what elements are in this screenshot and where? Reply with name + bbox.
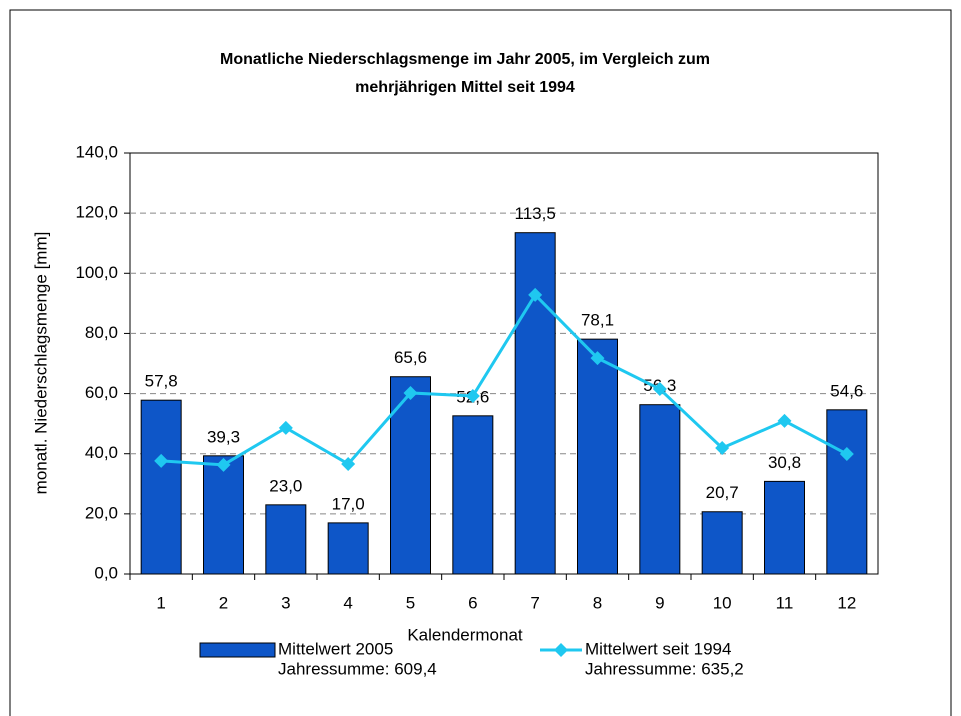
marker <box>154 453 169 468</box>
x-tick-label: 7 <box>530 593 539 612</box>
line <box>161 292 848 467</box>
x-tick-label: 1 <box>156 593 165 612</box>
y-tick-label: 60,0 <box>85 383 118 402</box>
bar <box>639 404 681 575</box>
bar <box>826 409 868 575</box>
y-axis-label: monatl. Niederschlagsmenge [mm] <box>31 232 50 495</box>
marker <box>652 382 667 397</box>
y-tick-label: 100,0 <box>75 263 118 282</box>
x-tick-label: 4 <box>343 593 352 612</box>
bar <box>265 504 307 575</box>
bar <box>390 376 431 575</box>
bar <box>514 232 556 575</box>
marker <box>403 385 418 400</box>
bar <box>203 455 244 575</box>
legend-label: Mittelwert 2005 <box>278 639 393 658</box>
marker <box>216 457 231 472</box>
marker <box>715 441 730 456</box>
bar <box>140 399 182 575</box>
marker <box>590 351 605 366</box>
marker <box>465 388 480 403</box>
marker <box>839 447 854 462</box>
bar <box>577 338 618 575</box>
y-tick-label: 80,0 <box>85 323 118 342</box>
data-label: 57,8 <box>145 372 178 391</box>
legend-marker <box>554 643 568 657</box>
y-tick-label: 40,0 <box>85 443 118 462</box>
marker <box>341 456 356 471</box>
data-label: 39,3 <box>207 427 240 446</box>
x-tick-label: 11 <box>776 593 794 612</box>
bar <box>452 415 494 575</box>
y-tick-label: 140,0 <box>75 142 118 161</box>
chart-title: mehrjährigen Mittel seit 1994 <box>355 79 575 96</box>
marker <box>528 287 543 302</box>
x-axis-label: Kalendermonat <box>407 625 523 644</box>
x-tick-label: 9 <box>655 593 664 612</box>
marker <box>278 420 293 435</box>
marker <box>777 413 792 428</box>
x-tick-label: 6 <box>468 593 477 612</box>
legend-swatch <box>199 642 276 658</box>
y-tick-label: 0,0 <box>94 563 118 582</box>
data-label: 17,0 <box>332 494 365 513</box>
x-tick-label: 12 <box>837 593 856 612</box>
x-tick-label: 10 <box>713 593 732 612</box>
chart-title: Monatliche Niederschlagsmenge im Jahr 20… <box>220 51 710 68</box>
data-label: 30,8 <box>768 453 801 472</box>
x-tick-label: 8 <box>593 593 602 612</box>
legend-label: Mittelwert seit 1994 <box>585 639 731 658</box>
y-tick-label: 120,0 <box>75 203 118 222</box>
legend-note: Jahressumme: 609,4 <box>278 659 437 678</box>
data-label: 113,5 <box>515 204 556 223</box>
data-label: 54,6 <box>830 381 863 400</box>
chart-frame <box>9 9 952 716</box>
x-tick-label: 2 <box>219 593 228 612</box>
data-label: 23,0 <box>269 476 302 495</box>
y-tick-label: 20,0 <box>85 503 118 522</box>
x-tick-label: 5 <box>406 593 415 612</box>
bar <box>701 511 743 575</box>
data-label: 20,7 <box>706 483 739 502</box>
x-tick-label: 3 <box>281 593 290 612</box>
legend-note: Jahressumme: 635,2 <box>585 659 744 678</box>
data-label: 78,1 <box>581 311 614 330</box>
data-label: 65,6 <box>394 348 427 367</box>
bar <box>764 480 805 575</box>
bar <box>327 522 369 575</box>
